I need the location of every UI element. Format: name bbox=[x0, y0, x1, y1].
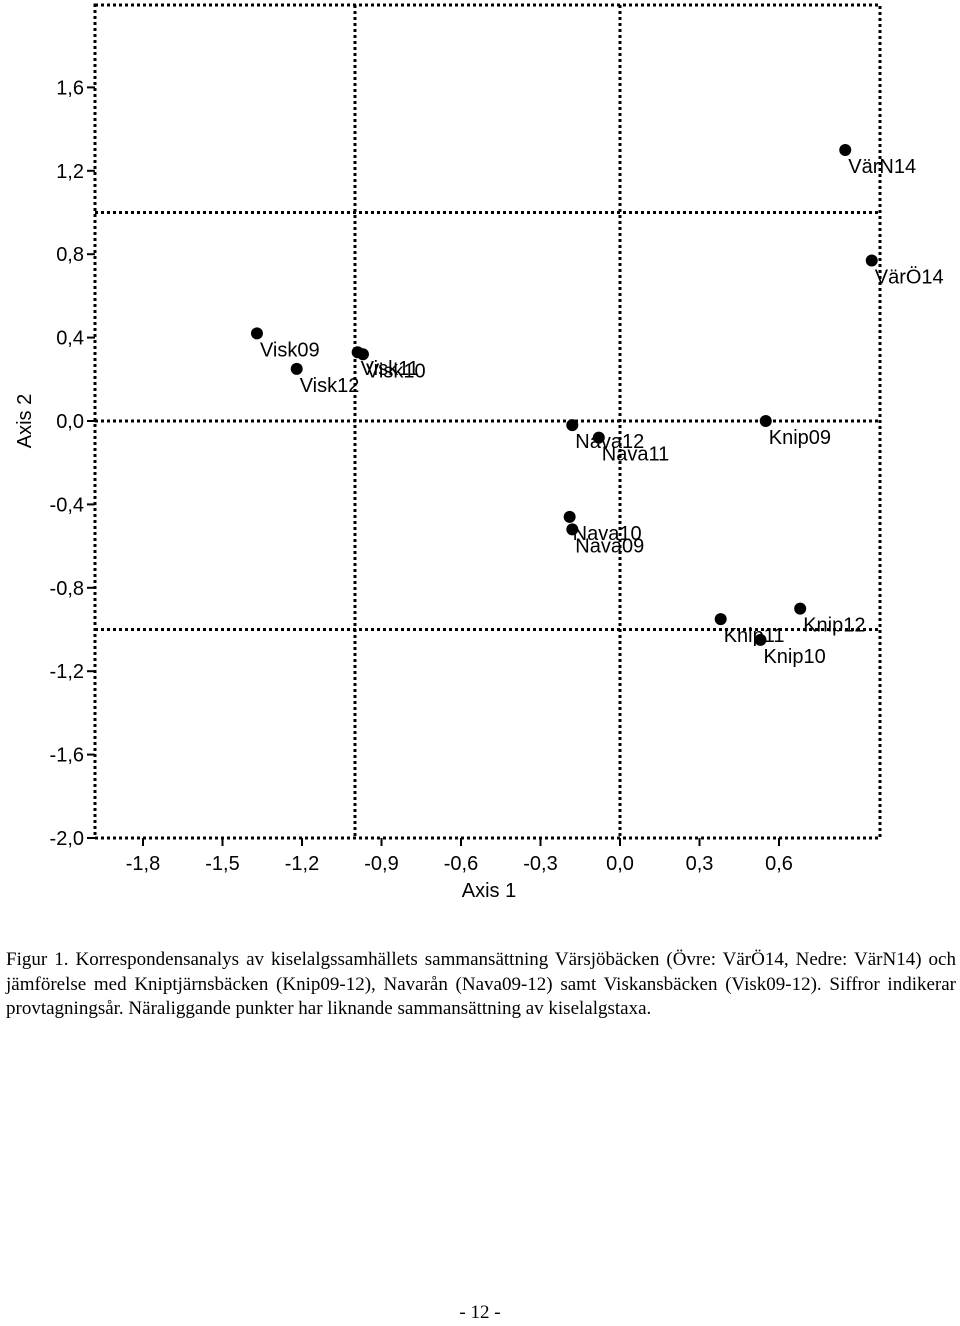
x-axis: -1,8 -1,5 -1,2 -0,9 -0,6 -0,3 0,0 0,3 0,6 bbox=[126, 838, 793, 875]
data-point-label: Nava10 bbox=[573, 523, 642, 545]
reference-lines bbox=[95, 5, 880, 838]
x-tick-label: -1,5 bbox=[205, 853, 239, 875]
data-point bbox=[865, 254, 878, 267]
y-tick-label: 1,2 bbox=[56, 161, 84, 183]
data-point bbox=[356, 348, 369, 361]
x-tick-label: 0,3 bbox=[686, 853, 714, 875]
x-tick-label: 0,6 bbox=[765, 853, 793, 875]
data-point bbox=[592, 431, 605, 444]
data-point-label: VärÖ14 bbox=[875, 266, 944, 288]
data-point-label: VärN14 bbox=[848, 156, 916, 178]
scatter-chart: 1,6 1,2 0,8 0,4 0,0 -0,4 -0,8 -1,2 -1,6 -2,0 -1,8… bbox=[14, 3, 944, 902]
data-point bbox=[839, 143, 852, 156]
data-point bbox=[563, 510, 576, 523]
data-point-label: Visk09 bbox=[260, 339, 320, 361]
x-tick-label: -0,3 bbox=[523, 853, 557, 875]
y-tick-label: 1,6 bbox=[56, 77, 84, 99]
plot-frame bbox=[93, 3, 882, 840]
data-point-label: Knip12 bbox=[803, 615, 865, 637]
y-tick-label: 0,4 bbox=[56, 328, 84, 350]
x-tick-label: -1,8 bbox=[126, 853, 160, 875]
data-point bbox=[754, 633, 767, 646]
data-point-label: Knip10 bbox=[763, 646, 825, 668]
x-tick-label: -0,6 bbox=[444, 853, 478, 875]
y-tick-label: -0,4 bbox=[50, 494, 84, 516]
y-axis: 1,6 1,2 0,8 0,4 0,0 -0,4 -0,8 -1,2 -1,6 -2,0 bbox=[50, 77, 95, 850]
data-point bbox=[794, 602, 807, 615]
data-point-label: Visk12 bbox=[300, 375, 360, 397]
y-tick-label: -1,6 bbox=[50, 745, 84, 767]
data-point bbox=[290, 362, 303, 375]
y-tick-label: -0,8 bbox=[50, 578, 84, 600]
y-tick-label: -1,2 bbox=[50, 661, 84, 683]
x-tick-label: -1,2 bbox=[285, 853, 319, 875]
data-point-label: Nava09 bbox=[575, 535, 644, 557]
page-number: - 12 - bbox=[459, 1302, 501, 1323]
data-point-label: Nava11 bbox=[602, 444, 669, 466]
data-point bbox=[759, 415, 772, 427]
figure-caption: Figur 1. Korrespondensanalys av kiselalg… bbox=[6, 949, 956, 1019]
data-point-label: Knip11 bbox=[724, 625, 785, 647]
y-tick-label: -2,0 bbox=[50, 828, 84, 850]
y-tick-label: 0,8 bbox=[56, 244, 84, 266]
x-tick-label: -0,9 bbox=[364, 853, 398, 875]
x-tick-label: 0,0 bbox=[606, 853, 634, 875]
x-axis-title: Axis 1 bbox=[462, 880, 516, 902]
data-point-label: Knip09 bbox=[769, 427, 831, 449]
data-point bbox=[250, 327, 263, 340]
data-point bbox=[566, 523, 579, 536]
y-tick-label: 0,0 bbox=[56, 411, 84, 433]
data-point-label: Nava12 bbox=[575, 431, 644, 453]
data-point bbox=[566, 419, 579, 432]
data-point-label: Visk10 bbox=[366, 360, 426, 382]
data-point bbox=[714, 613, 727, 626]
y-axis-title: Axis 2 bbox=[14, 394, 36, 448]
data-point-label: Visk11 bbox=[361, 358, 419, 380]
